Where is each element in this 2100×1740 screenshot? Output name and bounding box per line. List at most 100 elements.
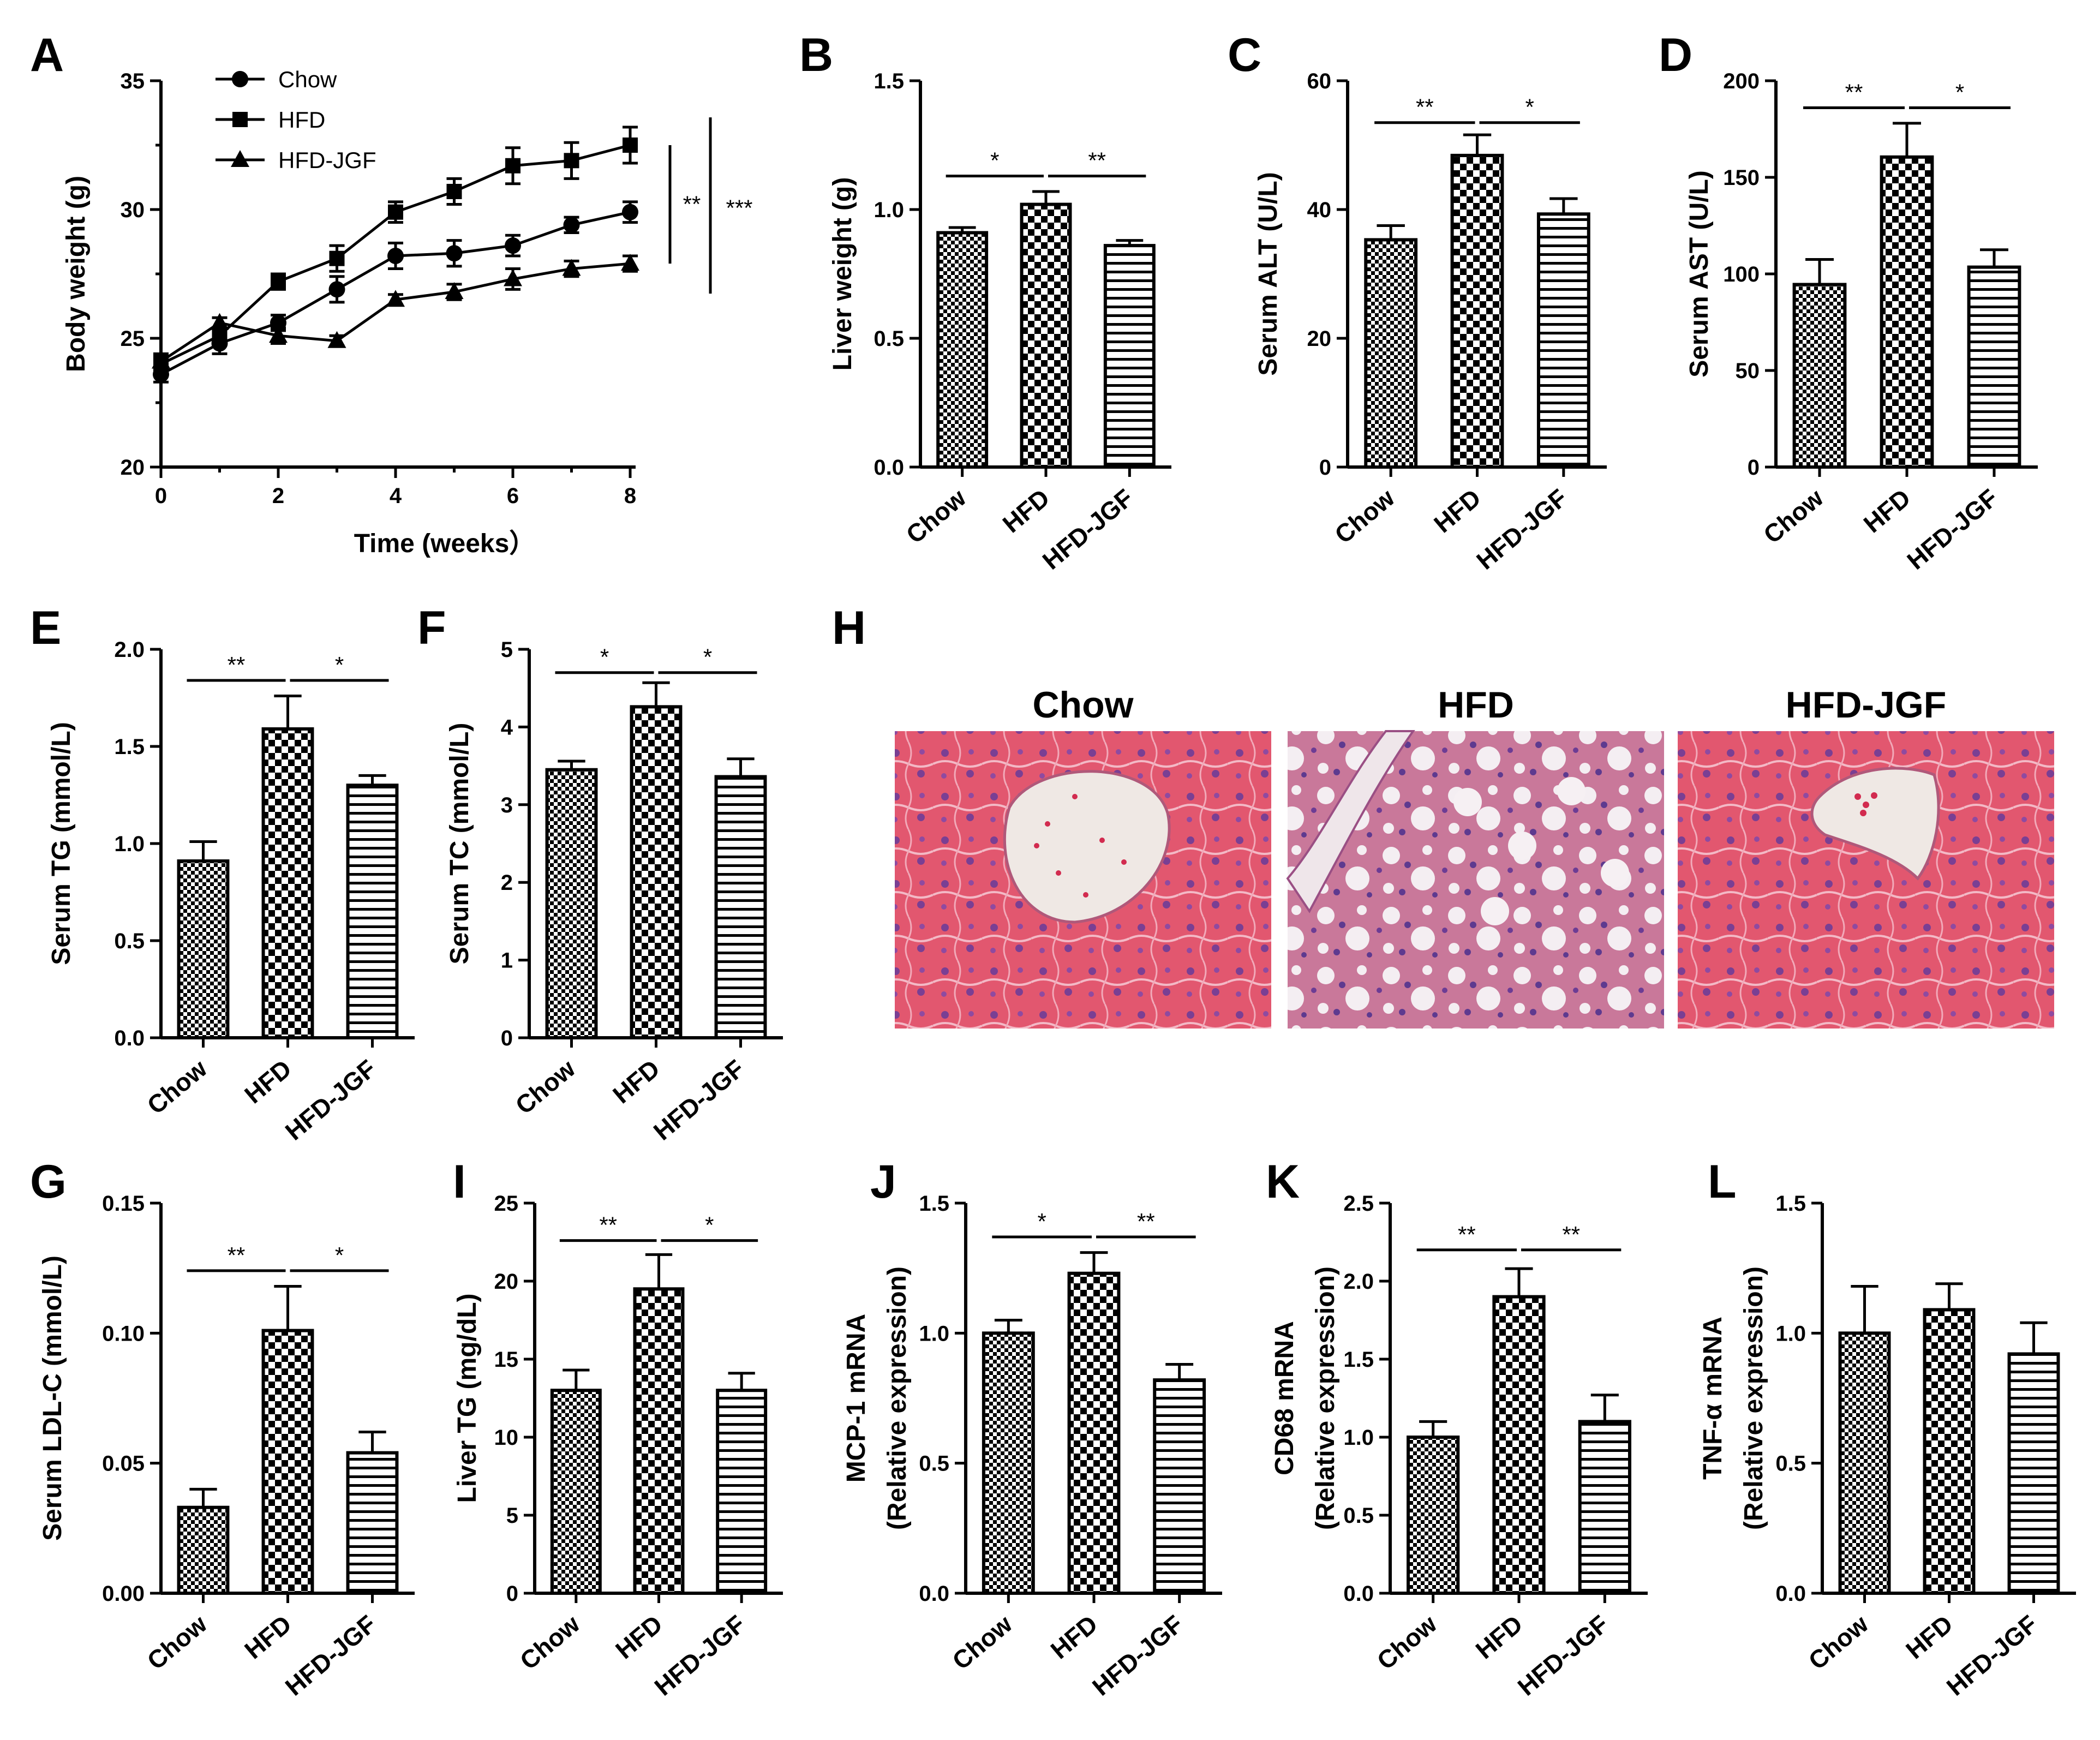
category-label: HFD xyxy=(1428,483,1486,539)
bar-chow xyxy=(545,768,598,1039)
legend-label: HFD-JGF xyxy=(278,147,376,173)
panel-i: I 0 5 10 15 20 25 Liver TG (mg/dL) Chow HFDHFD-JG… xyxy=(453,1156,783,1701)
category-label: HFD-JGF xyxy=(280,1610,381,1701)
bar-chow xyxy=(982,1331,1035,1595)
category-label: HFD xyxy=(1470,1610,1528,1665)
panel-a: A 20 25 30 35 0 2 4 6 8 Body weight (g) Time (weeks… xyxy=(30,29,753,558)
y-tick-label: 40 xyxy=(1307,198,1332,222)
y-tick-label: 1.5 xyxy=(1343,1348,1374,1372)
y-axis-label: CD68 mRNA xyxy=(1270,1321,1299,1475)
category-label: Chow xyxy=(1329,483,1400,549)
data-point xyxy=(212,328,228,344)
data-point xyxy=(387,247,404,264)
y-tick-label: 2 xyxy=(501,871,513,895)
bar-hfd-jgf xyxy=(346,1451,399,1595)
y-tick-label: 3 xyxy=(501,793,513,817)
panel-k: K 0.0 0.5 1.0 1.5 2.0 2.5 CD68 mRNA (Relative ex… xyxy=(1266,1156,1648,1701)
category-label: HFD xyxy=(1045,1610,1103,1665)
panel-letter: C xyxy=(1228,29,1261,81)
significance-label: ** xyxy=(228,652,246,678)
panel-letter: G xyxy=(30,1156,67,1208)
y-tick-label: 1.0 xyxy=(114,832,145,856)
red-blood-cell xyxy=(1099,838,1105,843)
data-point xyxy=(445,282,464,300)
y-tick-label: 1.5 xyxy=(919,1192,949,1216)
y-tick-label: 0.0 xyxy=(114,1026,145,1050)
category-label: Chow xyxy=(514,1610,585,1675)
bar-chow xyxy=(1407,1436,1460,1595)
y-tick-label: 0.5 xyxy=(114,929,145,953)
bar-hfd-jgf xyxy=(2007,1352,2060,1595)
y-axis-label: Serum AST (U/L) xyxy=(1685,170,1714,378)
data-point xyxy=(562,259,581,276)
panel-letter: H xyxy=(832,602,866,654)
bar-chow xyxy=(936,231,989,469)
y-tick-label: 5 xyxy=(501,638,513,662)
significance-label: * xyxy=(705,1212,714,1238)
data-point xyxy=(564,153,579,169)
significance-label: * xyxy=(1525,94,1534,120)
red-blood-cell xyxy=(1056,870,1061,876)
series-line xyxy=(160,262,631,363)
bar-hfd xyxy=(633,1287,685,1595)
y-tick-label: 0.0 xyxy=(919,1582,949,1606)
legend-marker xyxy=(232,71,248,87)
y-axis-label: Serum ALT (U/L) xyxy=(1254,172,1283,375)
data-point xyxy=(271,274,286,290)
bar-chow xyxy=(1364,238,1418,469)
y-tick-label: 0.00 xyxy=(102,1582,145,1606)
y-tick-label: 0.0 xyxy=(1343,1582,1374,1606)
panel-letter: I xyxy=(453,1156,466,1208)
category-label: HFD xyxy=(607,1054,665,1109)
panel-letter: F xyxy=(417,602,446,654)
category-label: HFD-JGF xyxy=(649,1610,750,1701)
y-tick-label: 1.0 xyxy=(1343,1426,1374,1450)
y-tick-label: 0.5 xyxy=(873,327,904,351)
bar-hfd xyxy=(1067,1271,1121,1595)
significance-label: * xyxy=(1037,1209,1046,1234)
bar-hfd-jgf xyxy=(1967,265,2021,469)
significance-label: * xyxy=(1955,80,1964,105)
data-point xyxy=(563,217,580,234)
micrograph-hfd-jgf xyxy=(1678,731,2054,1029)
bar-hfd xyxy=(1450,153,1504,469)
bar-hfd-jgf xyxy=(1578,1420,1631,1595)
x-axis-label: Time (weeks） xyxy=(354,529,536,558)
y-tick-label: 200 xyxy=(1723,69,1760,93)
significance-label: * xyxy=(335,1242,344,1268)
y-axis-label: Liver weight (g) xyxy=(828,177,857,371)
y-tick-label: 2.0 xyxy=(114,638,145,662)
x-tick-label: 4 xyxy=(390,484,402,508)
category-label: Chow xyxy=(1803,1610,1874,1675)
y-tick-label: 0.5 xyxy=(1775,1452,1806,1476)
bar-hfd-jgf xyxy=(714,775,767,1039)
bar-chow xyxy=(177,859,230,1040)
y-tick-label: 0 xyxy=(1319,456,1331,480)
significance-label: ** xyxy=(1137,1209,1155,1234)
y-tick-label: 30 xyxy=(121,198,145,222)
micrograph-hfd xyxy=(1286,730,1664,1029)
y-axis-label-2: (Relative expression) xyxy=(1739,1266,1768,1530)
data-point xyxy=(505,237,521,254)
data-point xyxy=(446,183,462,199)
data-point xyxy=(504,269,522,286)
y-axis-label-2: (Relative expression) xyxy=(1311,1266,1340,1530)
y-tick-label: 60 xyxy=(1307,69,1332,93)
category-label: Chow xyxy=(142,1610,212,1675)
category-label: HFD-JGF xyxy=(1941,1610,2043,1701)
bar-chow xyxy=(1792,283,1847,469)
data-point xyxy=(623,137,638,153)
y-axis-label: Body weight (g) xyxy=(62,176,91,372)
y-tick-label: 25 xyxy=(494,1192,519,1216)
significance-label: * xyxy=(335,652,344,678)
bar-hfd xyxy=(1492,1295,1546,1595)
y-tick-label: 1.5 xyxy=(873,69,904,93)
y-tick-label: 0.5 xyxy=(1343,1504,1374,1528)
red-blood-cell xyxy=(1863,802,1869,808)
red-blood-cell xyxy=(1871,792,1877,799)
data-point xyxy=(388,204,403,220)
panel-letter: D xyxy=(1659,29,1692,81)
y-tick-label: 150 xyxy=(1723,166,1760,190)
